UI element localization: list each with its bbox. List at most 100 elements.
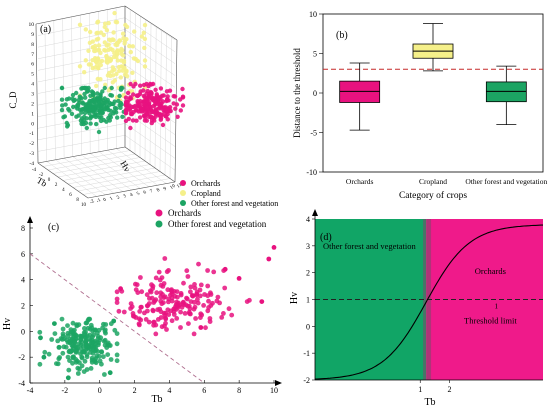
panel-c-marks: -4 -2 0 2 4 6 8 10 -4 -2 0 2 4 6 8 — [18, 216, 282, 395]
a-point-orchards — [123, 108, 129, 114]
c-point-orchards — [221, 311, 226, 316]
a-point-orchards — [165, 117, 170, 122]
c-point-orchards — [188, 289, 193, 295]
c-point-orchards — [149, 295, 155, 301]
a-point-orchards — [150, 98, 156, 103]
d-y-tick-label: -2 — [303, 376, 310, 385]
b-y-tick-label: -5 — [310, 129, 317, 138]
a-x-tick-label: 0 — [103, 197, 108, 203]
a-z-tick-label: -2 — [29, 141, 34, 147]
c-point-orchards — [129, 304, 135, 310]
a-point-forest — [59, 97, 65, 102]
a-grid-line — [81, 154, 132, 191]
a-point-cropland — [117, 68, 122, 74]
a-x-tick-label: 10 — [170, 184, 177, 191]
a-point-orchards — [134, 118, 139, 123]
a-grid-line — [72, 156, 123, 192]
c-point-orchards — [219, 315, 225, 320]
c-point-forest — [79, 354, 85, 360]
a-point-orchards — [128, 108, 133, 114]
c-point-orchards — [210, 300, 215, 306]
c-point-forest — [74, 323, 80, 329]
c-point-orchards — [191, 331, 197, 337]
a-point-orchards — [164, 89, 170, 94]
c-point-orchards — [186, 303, 192, 309]
c-point-orchards — [192, 285, 198, 291]
a-point-forest — [120, 114, 125, 120]
a-point-cropland — [106, 42, 111, 47]
c-point-orchards — [186, 309, 192, 315]
a-point-orchards — [131, 92, 136, 97]
c-point-orchards — [169, 318, 175, 324]
d-region-label-orchards: Orchards — [475, 266, 506, 276]
c-point-orchards — [205, 268, 211, 273]
a-point-orchards — [180, 94, 186, 99]
a-grid-line — [82, 178, 171, 195]
c-x-arrow — [275, 380, 282, 386]
c-point-orchards — [178, 325, 183, 330]
a-grid-line — [80, 14, 82, 156]
c-point-orchards — [139, 289, 145, 295]
c-point-orchards — [138, 317, 144, 323]
panel-b-y-label: Distance to the threshold — [292, 48, 302, 138]
a-point-orchards — [136, 103, 142, 108]
a-point-cropland — [104, 53, 109, 59]
c-point-orchards — [178, 291, 184, 296]
c-point-forest — [60, 331, 66, 337]
c-point-orchards — [173, 302, 179, 307]
a-point-forest — [98, 99, 104, 104]
c-point-forest — [75, 345, 81, 351]
legend-c-forest-marker — [155, 220, 163, 228]
a-point-forest — [98, 92, 103, 97]
c-point-orchards — [169, 295, 175, 301]
c-point-orchards — [162, 256, 168, 261]
c-x-tick-label: 4 — [167, 386, 171, 395]
c-point-orchards — [151, 319, 157, 325]
c-point-forest — [78, 334, 84, 340]
a-point-orchards — [153, 87, 158, 93]
c-point-forest — [88, 350, 93, 355]
a-point-orchards — [128, 125, 133, 131]
a-point-cropland — [133, 56, 138, 62]
c-point-forest — [82, 332, 88, 337]
a-grid-line — [67, 167, 156, 185]
a-z-tick-label: -3 — [29, 151, 34, 157]
c-point-forest — [54, 361, 59, 366]
c-point-forest — [52, 321, 57, 326]
a-point-cropland — [122, 72, 128, 77]
c-point-forest — [112, 327, 118, 333]
c-point-forest — [60, 350, 66, 356]
c-point-forest — [103, 322, 109, 327]
c-point-forest — [46, 351, 52, 357]
c-point-forest — [114, 352, 120, 358]
a-z-tick-label: 8 — [31, 42, 34, 48]
c-point-forest — [94, 330, 100, 336]
panel-a-z-label: C_D — [8, 91, 18, 109]
c-point-orchards — [198, 325, 204, 330]
c-point-orchards — [192, 304, 198, 310]
c-point-orchards — [114, 300, 120, 305]
c-point-orchards — [144, 292, 150, 298]
c-point-forest — [80, 344, 86, 349]
panel-d-y-label: Hv — [289, 292, 300, 304]
c-y-tick-label: 2 — [21, 302, 25, 311]
a-grid-line — [37, 17, 126, 36]
panel-d-marks: Other forest and vegetation Orchards Thres… — [303, 209, 543, 394]
c-point-forest — [69, 329, 74, 335]
a-point-cropland — [114, 41, 120, 46]
c-point-forest — [72, 339, 78, 345]
a-point-orchards — [172, 94, 178, 99]
c-point-forest — [70, 320, 76, 326]
c-point-forest — [100, 325, 105, 331]
a-point-forest — [71, 104, 76, 110]
c-point-orchards — [161, 281, 167, 286]
a-point-cropland — [142, 45, 147, 51]
a-box-edge — [124, 146, 176, 183]
a-point-cropland — [142, 58, 148, 63]
a-point-forest — [87, 111, 92, 116]
a-point-cropland — [107, 70, 112, 76]
a-point-forest — [95, 112, 100, 118]
c-point-orchards — [164, 327, 169, 332]
c-point-orchards — [211, 269, 217, 275]
c-point-orchards — [214, 298, 220, 304]
